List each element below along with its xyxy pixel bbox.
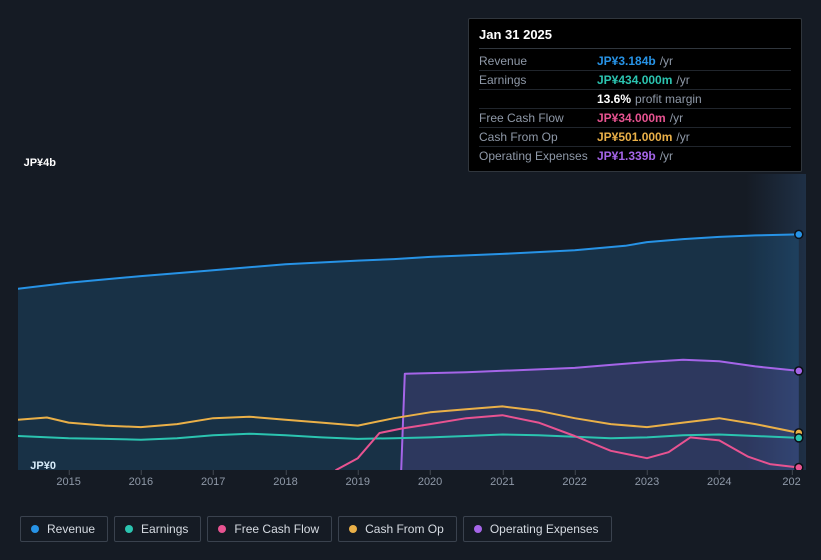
- xaxis-tick: 2020: [418, 476, 442, 488]
- tooltip-row-label: Free Cash Flow: [479, 111, 597, 125]
- tooltip-row-label: [479, 92, 597, 106]
- xaxis-tick: 2019: [346, 476, 370, 488]
- tooltip-row: Free Cash FlowJP¥34.000m/yr: [479, 109, 791, 128]
- legend-dot-icon: [31, 525, 39, 533]
- tooltip-row-label: Earnings: [479, 73, 597, 87]
- tooltip-row-label: Revenue: [479, 54, 597, 68]
- tooltip-row-value: JP¥434.000m: [597, 73, 672, 87]
- chart-tooltip: Jan 31 2025 RevenueJP¥3.184b/yrEarningsJ…: [468, 18, 802, 172]
- xaxis: 2015 2016 2017 2018 2019 2020 2021 2022 2023 2024…: [18, 474, 806, 494]
- legend-label: Revenue: [47, 522, 95, 536]
- tooltip-row: Operating ExpensesJP¥1.339b/yr: [479, 147, 791, 165]
- tooltip-row-value: JP¥3.184b: [597, 54, 656, 68]
- series-marker-operating-expenses: [795, 367, 803, 375]
- chart-container: JP¥4b JP¥0 20152016201720182019202020212…: [0, 0, 821, 560]
- tooltip-row-value: 13.6%: [597, 92, 631, 106]
- tooltip-date: Jan 31 2025: [479, 27, 791, 49]
- xaxis-tick: 202: [782, 476, 800, 488]
- legend-item-operating-expenses[interactable]: Operating Expenses: [463, 516, 612, 542]
- legend-item-revenue[interactable]: Revenue: [20, 516, 108, 542]
- legend-item-earnings[interactable]: Earnings: [114, 516, 201, 542]
- tooltip-row-unit: /yr: [676, 73, 689, 87]
- tooltip-row-label: Cash From Op: [479, 130, 597, 144]
- xaxis-tick: 2021: [490, 476, 514, 488]
- series-marker-free-cash-flow: [795, 464, 803, 471]
- tooltip-row: RevenueJP¥3.184b/yr: [479, 52, 791, 71]
- xaxis-tick: 2015: [56, 476, 80, 488]
- legend-label: Free Cash Flow: [234, 522, 319, 536]
- tooltip-row-unit: /yr: [676, 130, 689, 144]
- legend-dot-icon: [349, 525, 357, 533]
- xaxis-tick: 2022: [562, 476, 586, 488]
- tooltip-row-unit: profit margin: [635, 92, 702, 106]
- xaxis-tick: 2024: [707, 476, 731, 488]
- series-marker-revenue: [795, 230, 803, 238]
- chart-plot-area[interactable]: [18, 174, 806, 470]
- tooltip-row-unit: /yr: [660, 54, 673, 68]
- tooltip-row-label: Operating Expenses: [479, 149, 597, 163]
- tooltip-row: Cash From OpJP¥501.000m/yr: [479, 128, 791, 147]
- tooltip-row-unit: /yr: [670, 111, 683, 125]
- tooltip-row: 13.6% profit margin: [479, 90, 791, 109]
- xaxis-tick: 2017: [201, 476, 225, 488]
- xaxis-tick: 2023: [635, 476, 659, 488]
- legend-item-cash-from-op[interactable]: Cash From Op: [338, 516, 457, 542]
- tooltip-row-value: JP¥1.339b: [597, 149, 656, 163]
- legend-label: Earnings: [141, 522, 188, 536]
- legend-dot-icon: [218, 525, 226, 533]
- yaxis-label-max: JP¥4b: [24, 157, 56, 169]
- tooltip-row-value: JP¥501.000m: [597, 130, 672, 144]
- legend-label: Cash From Op: [365, 522, 444, 536]
- tooltip-row-unit: /yr: [660, 149, 673, 163]
- legend-dot-icon: [474, 525, 482, 533]
- legend-label: Operating Expenses: [490, 522, 599, 536]
- chart-legend: Revenue Earnings Free Cash Flow Cash From O…: [20, 516, 612, 542]
- legend-item-free-cash-flow[interactable]: Free Cash Flow: [207, 516, 332, 542]
- series-area-operating-expenses: [401, 360, 799, 470]
- series-marker-earnings: [795, 434, 803, 442]
- tooltip-row: EarningsJP¥434.000m/yr: [479, 71, 791, 90]
- xaxis-tick: 2016: [129, 476, 153, 488]
- xaxis-tick: 2018: [273, 476, 297, 488]
- legend-dot-icon: [125, 525, 133, 533]
- tooltip-row-value: JP¥34.000m: [597, 111, 666, 125]
